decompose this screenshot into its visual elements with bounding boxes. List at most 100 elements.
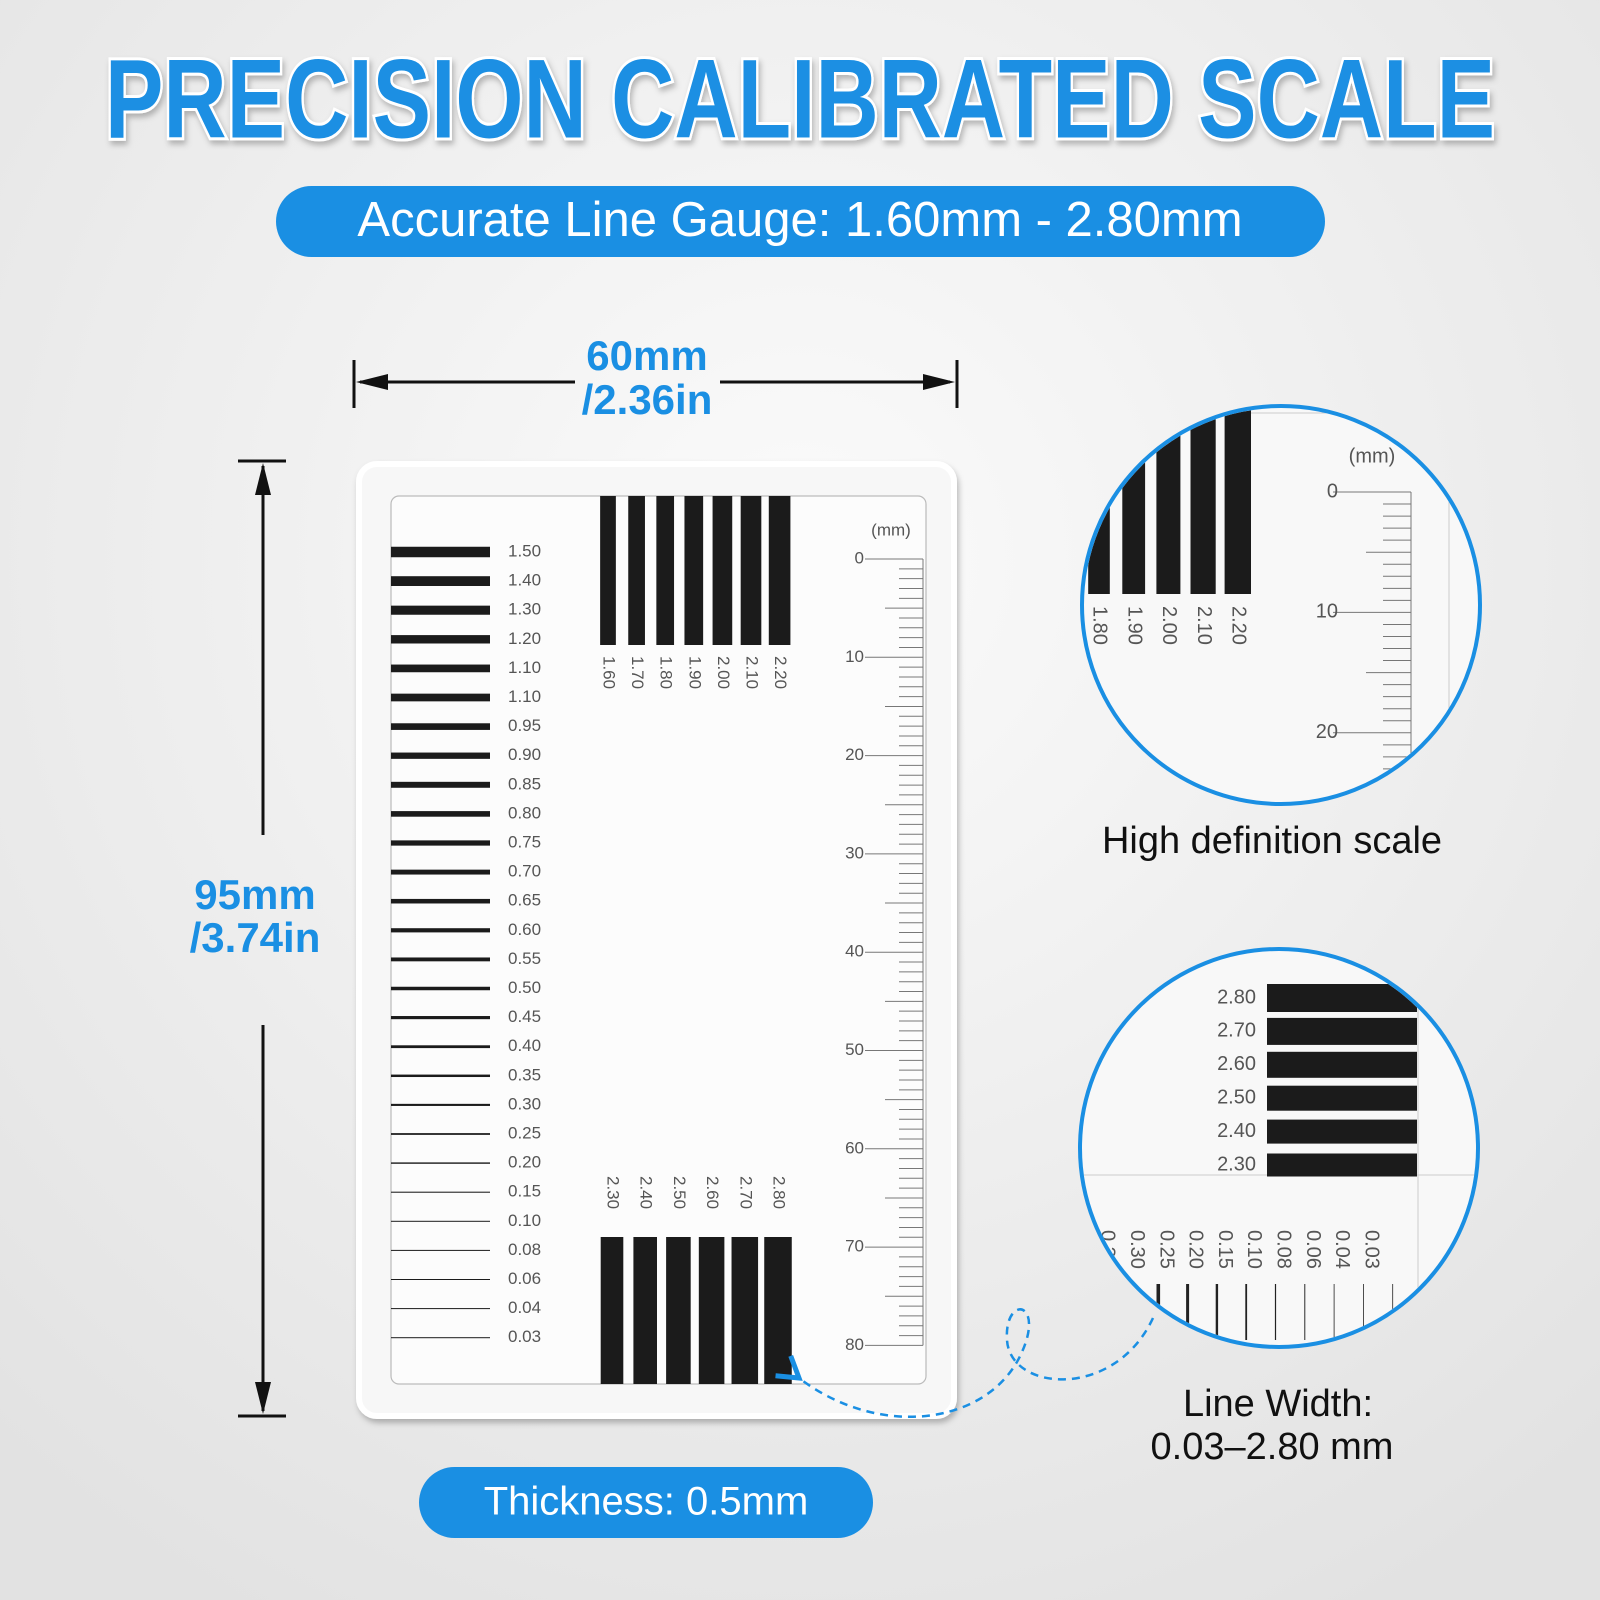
- gauge-bar: [391, 1308, 490, 1310]
- gauge-bar: [1267, 984, 1417, 1012]
- gauge-bar: [391, 869, 490, 875]
- gauge-label: 0.50: [508, 978, 541, 997]
- gauge-label: 0.95: [508, 716, 541, 735]
- gauge-bar: [391, 752, 490, 759]
- ruler-label: 80: [845, 1335, 864, 1354]
- gauge-bar: [391, 664, 490, 673]
- gauge-label: 1.10: [508, 658, 541, 677]
- gauge-label: 1.40: [508, 571, 541, 590]
- gauge-label: 2.60: [1217, 1053, 1256, 1075]
- gauge-label: 2.40: [637, 1176, 656, 1209]
- gauge-label: 1.80: [1089, 606, 1111, 645]
- gauge-bar: [600, 1237, 624, 1384]
- zoom-top-caption: High definition scale: [1102, 820, 1442, 862]
- ruler-label: 10: [845, 647, 864, 666]
- gauge-label: 0.85: [508, 774, 541, 793]
- gauge-bar: [391, 546, 490, 558]
- height-dimension: [238, 459, 286, 1418]
- gauge-bar: [633, 1237, 657, 1384]
- gauge-bar: [740, 496, 762, 645]
- gauge-bar: [391, 1220, 490, 1222]
- gauge-label: 0.35: [508, 1065, 541, 1084]
- gauge-label: 2.00: [1158, 606, 1180, 645]
- zoom-bottom-ring: [1078, 947, 1480, 1349]
- gauge-bar: [391, 811, 490, 817]
- zoom-bottom-caption-2: 0.03–2.80 mm: [1151, 1426, 1394, 1468]
- gauge-label: 0.03: [508, 1327, 541, 1346]
- gauge-bar: [391, 1045, 490, 1049]
- zoom-top-bg: [1082, 406, 1480, 804]
- title: PRECISION CALIBRATED SCALE: [105, 37, 1495, 162]
- gauge-bar: [391, 576, 490, 586]
- gauge-label: 2.80: [770, 1176, 789, 1209]
- gauge-label: 2.10: [743, 656, 762, 689]
- gauge-bar: [1267, 1085, 1417, 1111]
- gauge-label: 2.30: [604, 1176, 623, 1209]
- gauge-label: 2.20: [771, 656, 790, 689]
- width-mm: 60mm: [586, 332, 707, 379]
- gauge-label: 2.10: [1193, 606, 1215, 645]
- gauge-bar: [391, 1103, 490, 1106]
- ruler-unit: (mm): [871, 520, 911, 539]
- gauge-label: 0.45: [508, 1007, 541, 1026]
- gauge-bar: [391, 898, 490, 904]
- gauge-label: 1.80: [657, 656, 676, 689]
- gauge-label: 2.70: [736, 1176, 755, 1209]
- gauge-label: 0.20: [1185, 1230, 1207, 1269]
- gauge-label: 0.80: [508, 803, 541, 822]
- gauge-bar: [391, 635, 490, 644]
- gauge-bar: [600, 496, 616, 645]
- gauge-label: 0.60: [508, 920, 541, 939]
- gauge-label: 0.15: [508, 1182, 541, 1201]
- gauge-label: 0.20: [508, 1153, 541, 1172]
- gauge-label: 0.04: [508, 1298, 541, 1317]
- gauge-label: 1.90: [1123, 606, 1145, 645]
- gauge-bar: [391, 1074, 490, 1078]
- height-in: /3.74in: [190, 914, 321, 961]
- gauge-bar: [628, 496, 645, 645]
- gauge-label: 2.20: [1228, 606, 1250, 645]
- gauge-label: 2.40: [1217, 1120, 1256, 1142]
- gauge-bar: [391, 605, 490, 615]
- gauge-label: 0.25: [1155, 1230, 1177, 1269]
- card-content: 1.50 1.40 1.30 1.20 1.10 1.10 0.95 0.90 0.85 0.80…: [391, 496, 924, 1384]
- gauge-bar: [666, 1237, 691, 1384]
- gauge-label: 0.25: [508, 1123, 541, 1142]
- gauge-label: 1.20: [508, 629, 541, 648]
- ruler-label: 30: [845, 843, 864, 862]
- gauge-label: 2.60: [703, 1176, 722, 1209]
- gauge-label: 0.90: [508, 745, 541, 764]
- gauge-label: 0.30: [1126, 1230, 1148, 1269]
- gauge-label: 1.50: [508, 541, 541, 560]
- ruler-unit: (mm): [1349, 445, 1396, 467]
- ruler-label: 20: [1316, 721, 1338, 743]
- gauge-bar: [391, 1016, 490, 1020]
- gauge-bar: [391, 1162, 490, 1164]
- gauge-label: 0.08: [1273, 1230, 1295, 1269]
- gauge-bar: [391, 957, 490, 962]
- ruler-label: 20: [845, 745, 864, 764]
- gauge-label: 2.00: [714, 656, 733, 689]
- gauge-bar: [391, 693, 490, 702]
- gauge-label: 0.30: [508, 1094, 541, 1113]
- gauge-label: 2.50: [1217, 1086, 1256, 1108]
- zoom-top-ring: [1080, 404, 1482, 806]
- gauge-label: 0.03: [1360, 1230, 1382, 1269]
- gauge-label: 2.80: [1217, 986, 1256, 1008]
- gauge-bar: [391, 1337, 490, 1339]
- gauge-bar: [391, 840, 490, 846]
- thickness-pill: [419, 1467, 873, 1538]
- ruler-label: 40: [845, 942, 864, 961]
- gauge-bar: [391, 1133, 490, 1135]
- gauge-label: 0.65: [508, 891, 541, 910]
- gauge-bar: [768, 496, 791, 645]
- gauge-bar: [1267, 1051, 1417, 1078]
- gauge-label: 0.70: [508, 862, 541, 881]
- gauge-label: 0.75: [508, 832, 541, 851]
- ruler-label: 60: [845, 1138, 864, 1157]
- gauge-bar: [391, 986, 490, 991]
- gauge-bar: [1267, 1119, 1417, 1144]
- gauge-label: 0.10: [1243, 1230, 1265, 1269]
